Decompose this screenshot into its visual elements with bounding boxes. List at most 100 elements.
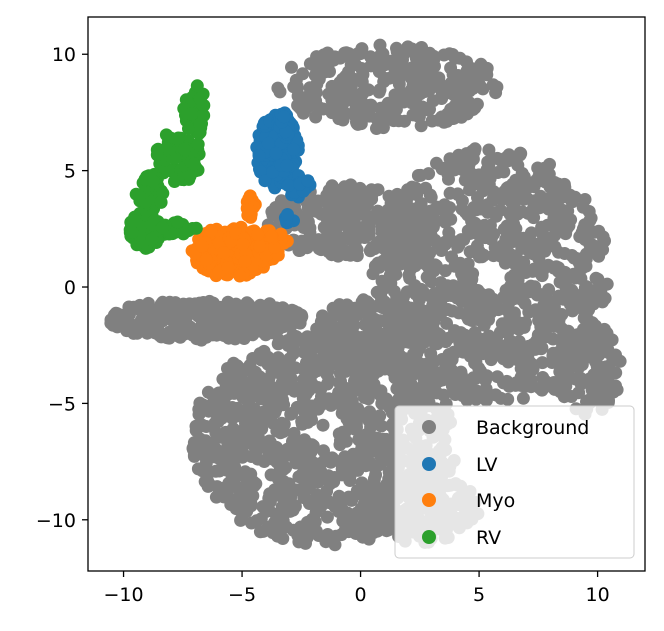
point-background bbox=[323, 65, 336, 78]
point-background bbox=[154, 302, 168, 316]
point-background bbox=[319, 352, 333, 366]
point-background bbox=[497, 318, 511, 331]
point-background bbox=[346, 49, 360, 63]
point-rv bbox=[171, 131, 185, 145]
point-background bbox=[512, 336, 526, 350]
point-background bbox=[529, 244, 543, 258]
point-background bbox=[238, 386, 251, 400]
point-background bbox=[344, 357, 358, 371]
legend-label-background: Background bbox=[476, 417, 589, 439]
point-background bbox=[507, 288, 521, 302]
point-background bbox=[443, 152, 457, 166]
point-rv bbox=[160, 142, 174, 156]
point-background bbox=[429, 214, 443, 228]
point-background bbox=[255, 301, 269, 315]
point-background bbox=[199, 420, 213, 433]
point-background bbox=[344, 192, 358, 205]
point-background bbox=[388, 65, 402, 79]
point-background bbox=[324, 209, 338, 223]
point-background bbox=[234, 328, 247, 342]
series-myo bbox=[185, 189, 294, 283]
point-background bbox=[363, 377, 377, 391]
point-background bbox=[173, 330, 187, 344]
point-background bbox=[196, 398, 210, 412]
point-background bbox=[255, 318, 269, 332]
point-rv bbox=[190, 79, 204, 93]
point-background bbox=[282, 477, 296, 491]
point-myo bbox=[195, 239, 209, 253]
point-background bbox=[322, 373, 336, 387]
point-background bbox=[219, 425, 233, 439]
point-background bbox=[527, 180, 541, 194]
point-background bbox=[527, 201, 540, 215]
point-lv bbox=[277, 110, 291, 124]
point-background bbox=[301, 215, 315, 229]
point-background bbox=[463, 308, 477, 322]
point-myo bbox=[242, 203, 256, 217]
point-background bbox=[587, 368, 601, 382]
point-background bbox=[587, 284, 601, 297]
point-background bbox=[315, 390, 328, 404]
point-background bbox=[423, 246, 437, 260]
point-background bbox=[578, 193, 592, 206]
point-background bbox=[414, 57, 428, 70]
point-background bbox=[296, 392, 310, 405]
point-background bbox=[605, 333, 619, 347]
point-background bbox=[286, 503, 300, 517]
point-background bbox=[572, 386, 586, 400]
point-background bbox=[489, 346, 503, 360]
point-myo bbox=[217, 246, 231, 260]
point-background bbox=[518, 297, 532, 310]
point-background bbox=[317, 220, 331, 234]
point-background bbox=[316, 418, 330, 432]
point-background bbox=[401, 40, 415, 54]
point-rv bbox=[133, 189, 147, 203]
point-background bbox=[430, 386, 444, 400]
point-background bbox=[296, 67, 310, 81]
point-background bbox=[576, 286, 590, 300]
point-background bbox=[196, 296, 210, 309]
point-background bbox=[246, 423, 260, 437]
point-rv bbox=[187, 157, 201, 171]
point-background bbox=[340, 332, 353, 345]
x-tick-label: 10 bbox=[586, 584, 610, 606]
legend-marker-background bbox=[422, 420, 436, 434]
point-background bbox=[286, 435, 300, 449]
point-rv bbox=[171, 215, 185, 229]
point-background bbox=[356, 455, 370, 469]
point-background bbox=[414, 282, 428, 296]
point-background bbox=[218, 458, 231, 472]
point-background bbox=[177, 303, 191, 317]
point-background bbox=[303, 404, 317, 418]
point-rv bbox=[183, 169, 197, 183]
x-tick-label: −10 bbox=[103, 584, 143, 606]
point-background bbox=[228, 363, 242, 377]
point-background bbox=[271, 81, 285, 95]
point-background bbox=[376, 47, 390, 61]
point-background bbox=[314, 207, 328, 221]
point-background bbox=[495, 192, 509, 206]
point-background bbox=[321, 363, 335, 377]
point-background bbox=[423, 102, 436, 116]
point-background bbox=[501, 154, 515, 168]
x-tick-label: −5 bbox=[228, 584, 256, 606]
point-background bbox=[387, 224, 401, 238]
point-background bbox=[340, 298, 354, 312]
point-background bbox=[365, 183, 378, 197]
point-background bbox=[257, 455, 271, 468]
point-background bbox=[501, 226, 515, 240]
point-background bbox=[404, 85, 418, 99]
point-rv bbox=[125, 225, 139, 239]
point-background bbox=[532, 328, 545, 342]
point-background bbox=[455, 327, 469, 341]
point-background bbox=[345, 493, 359, 507]
point-lv bbox=[280, 159, 294, 173]
point-background bbox=[162, 331, 176, 345]
point-background bbox=[327, 320, 341, 334]
point-background bbox=[505, 185, 519, 199]
point-background bbox=[253, 370, 267, 384]
point-background bbox=[392, 96, 405, 109]
point-background bbox=[297, 335, 311, 349]
point-background bbox=[484, 232, 498, 246]
